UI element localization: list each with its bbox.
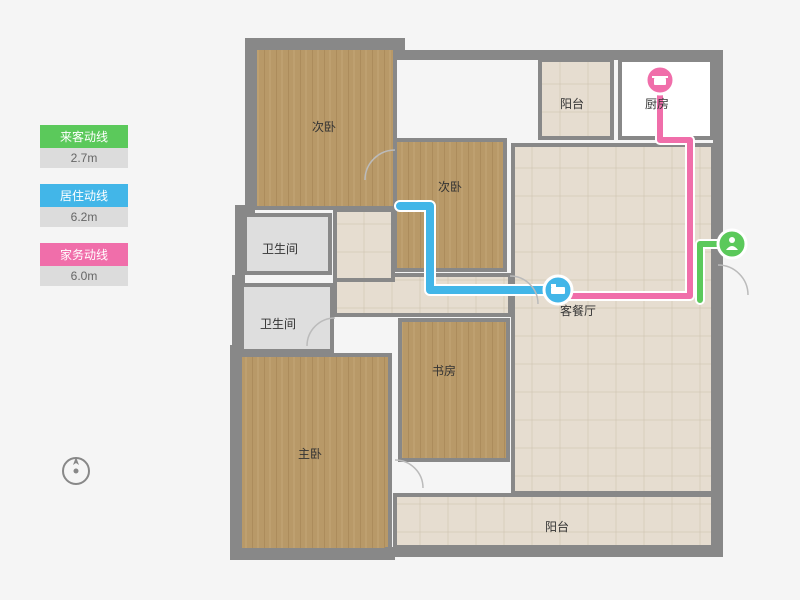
- legend-item-living: 居住动线 6.2m: [40, 184, 128, 227]
- room-label-bed2b: 次卧: [438, 178, 462, 195]
- legend-label: 家务动线: [40, 243, 128, 266]
- living-node-icon: [544, 276, 572, 304]
- room-label-balcony2: 阳台: [545, 518, 569, 535]
- kitchen-node-icon: [646, 66, 674, 94]
- legend-value: 2.7m: [40, 148, 128, 168]
- room-study: [400, 320, 508, 460]
- room-label-study: 书房: [432, 362, 456, 379]
- legend-value: 6.0m: [40, 266, 128, 286]
- door-arc: [395, 460, 423, 488]
- room-hall2: [335, 210, 393, 280]
- room-label-bed2a: 次卧: [312, 118, 336, 135]
- room-label-balcony1: 阳台: [560, 95, 584, 112]
- room-label-bath2: 卫生间: [260, 315, 296, 332]
- legend-label: 居住动线: [40, 184, 128, 207]
- legend-value: 6.2m: [40, 207, 128, 227]
- legend: 来客动线 2.7m 居住动线 6.2m 家务动线 6.0m: [40, 125, 128, 302]
- legend-label: 来客动线: [40, 125, 128, 148]
- room-label-kitchen: 厨房: [645, 95, 669, 112]
- legend-item-chore: 家务动线 6.0m: [40, 243, 128, 286]
- room-living: [513, 145, 713, 493]
- room-label-bath1: 卫生间: [262, 240, 298, 257]
- compass-icon: [60, 455, 92, 492]
- room-label-living: 客餐厅: [560, 302, 596, 319]
- room-label-master: 主卧: [298, 445, 322, 462]
- legend-item-guest: 来客动线 2.7m: [40, 125, 128, 168]
- entry-node-icon: [718, 230, 746, 258]
